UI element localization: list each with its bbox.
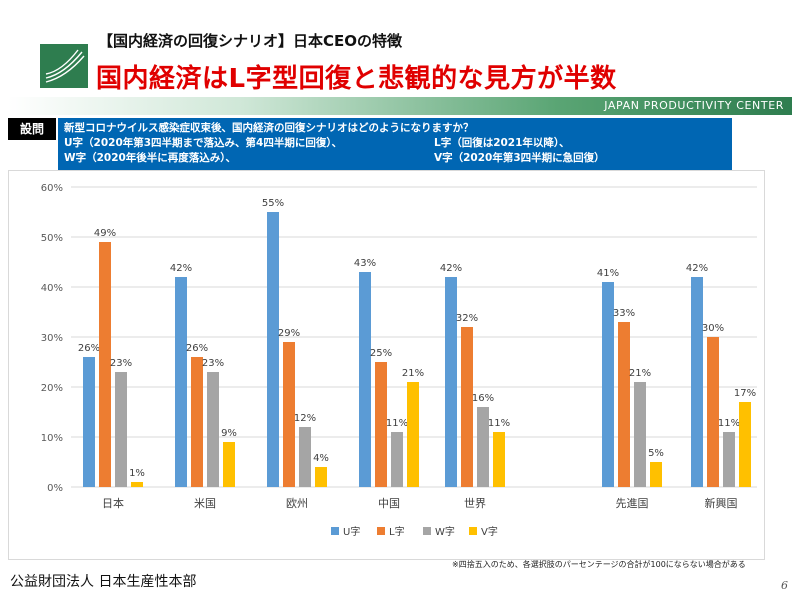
data-label: 25% bbox=[370, 348, 392, 359]
data-label: 33% bbox=[613, 308, 635, 319]
legend-label: L字 bbox=[389, 525, 405, 538]
bar bbox=[445, 277, 457, 487]
legend-swatch bbox=[469, 527, 477, 535]
data-label: 11% bbox=[488, 418, 510, 429]
y-tick-label: 10% bbox=[41, 433, 63, 444]
bar bbox=[407, 382, 419, 487]
bar bbox=[267, 212, 279, 487]
logo-icon bbox=[40, 44, 88, 88]
bar bbox=[191, 357, 203, 487]
data-label: 26% bbox=[78, 343, 100, 354]
bar bbox=[115, 372, 127, 487]
data-label: 49% bbox=[94, 228, 116, 239]
data-label: 29% bbox=[278, 328, 300, 339]
bar bbox=[602, 282, 614, 487]
jpc-logo bbox=[40, 44, 88, 88]
bar bbox=[207, 372, 219, 487]
bar bbox=[477, 407, 489, 487]
option-v-desc: V字（2020年第3四半期に急回復） bbox=[434, 152, 605, 164]
data-label: 11% bbox=[718, 418, 740, 429]
data-label: 43% bbox=[354, 258, 376, 269]
band-text: JAPAN PRODUCTIVITY CENTER bbox=[604, 99, 784, 112]
y-tick-label: 40% bbox=[41, 283, 63, 294]
question-box: 新型コロナウイルス感染症収束後、国内経済の回復シナリオはどのようになりますか？ … bbox=[58, 118, 732, 170]
data-label: 9% bbox=[221, 428, 237, 439]
data-label: 26% bbox=[186, 343, 208, 354]
data-label: 55% bbox=[262, 198, 284, 209]
slide-title: 国内経済はL字型回復と悲観的な見方が半数 bbox=[96, 64, 617, 94]
y-tick-label: 20% bbox=[41, 383, 63, 394]
option-w-desc: W字（2020年後半に再度落込み）、 bbox=[64, 152, 237, 164]
chart-area: 0% 10% 20% 30% 40% 50% 60% 26% 49% 23% 1% 日本 42% 26% 2… bbox=[8, 170, 765, 560]
x-tick-label: 新興国 bbox=[705, 496, 738, 510]
data-label: 5% bbox=[648, 448, 664, 459]
x-tick-label: 欧州 bbox=[286, 497, 308, 510]
data-label: 42% bbox=[440, 263, 462, 274]
x-tick-label: 日本 bbox=[102, 496, 124, 510]
question-options-row-2: W字（2020年後半に再度落込み）、 V字（2020年第3四半期に急回復） bbox=[64, 151, 726, 166]
bar bbox=[283, 342, 295, 487]
data-label: 16% bbox=[472, 393, 494, 404]
bar bbox=[359, 272, 371, 487]
data-label: 42% bbox=[170, 263, 192, 274]
data-label: 30% bbox=[702, 323, 724, 334]
x-tick-label: 先進国 bbox=[616, 497, 649, 510]
bar bbox=[691, 277, 703, 487]
bar bbox=[618, 322, 630, 487]
data-label: 21% bbox=[629, 368, 651, 379]
header-band: JAPAN PRODUCTIVITY CENTER bbox=[8, 97, 792, 115]
legend-label: U字 bbox=[343, 525, 360, 538]
legend-label: V字 bbox=[481, 525, 498, 538]
x-tick-label: 中国 bbox=[378, 497, 400, 510]
bar-chart: 0% 10% 20% 30% 40% 50% 60% 26% 49% 23% 1% 日本 42% 26% 2… bbox=[41, 183, 757, 538]
slide-subtitle: 【国内経済の回復シナリオ】日本CEOの特徴 bbox=[98, 32, 403, 50]
legend-swatch bbox=[331, 527, 339, 535]
organization-name: 公益財団法人 日本生産性本部 bbox=[10, 574, 197, 590]
x-tick-label: 世界 bbox=[464, 497, 486, 510]
page-number: 6 bbox=[781, 579, 788, 592]
legend-label: W字 bbox=[435, 525, 455, 538]
legend-swatch bbox=[423, 527, 431, 535]
bar bbox=[707, 337, 719, 487]
bar bbox=[223, 442, 235, 487]
bar bbox=[723, 432, 735, 487]
data-label: 23% bbox=[110, 358, 132, 369]
y-tick-label: 30% bbox=[41, 333, 63, 344]
data-label: 17% bbox=[734, 388, 756, 399]
data-label: 42% bbox=[686, 263, 708, 274]
legend-swatch bbox=[377, 527, 385, 535]
question-text: 新型コロナウイルス感染症収束後、国内経済の回復シナリオはどのようになりますか？ bbox=[64, 122, 474, 134]
footnote: ※四捨五入のため、各選択肢のパーセンテージの合計が100にならない場合がある bbox=[452, 560, 746, 569]
data-label: 32% bbox=[456, 313, 478, 324]
bar bbox=[634, 382, 646, 487]
bar bbox=[99, 242, 111, 487]
bar bbox=[83, 357, 95, 487]
data-label: 12% bbox=[294, 413, 316, 424]
option-u-desc: U字（2020年第3四半期まで落込み、第4四半期に回復）、 bbox=[64, 137, 343, 149]
y-tick-label: 0% bbox=[47, 483, 63, 494]
bar bbox=[131, 482, 143, 487]
data-label: 4% bbox=[313, 453, 329, 464]
data-label: 11% bbox=[386, 418, 408, 429]
question-options-row-1: U字（2020年第3四半期まで落込み、第4四半期に回復）、 L字（回復は2021… bbox=[64, 136, 726, 151]
option-l-desc: L字（回復は2021年以降）、 bbox=[434, 137, 570, 149]
bar bbox=[739, 402, 751, 487]
question-label: 設問 bbox=[8, 118, 56, 140]
bar bbox=[375, 362, 387, 487]
x-tick-label: 米国 bbox=[194, 497, 216, 510]
bar bbox=[315, 467, 327, 487]
bar bbox=[650, 462, 662, 487]
data-label: 21% bbox=[402, 368, 424, 379]
data-label: 23% bbox=[202, 358, 224, 369]
y-tick-label: 50% bbox=[41, 233, 63, 244]
bar bbox=[461, 327, 473, 487]
bar bbox=[493, 432, 505, 487]
y-tick-label: 60% bbox=[41, 183, 63, 194]
data-label: 41% bbox=[597, 268, 619, 279]
bar bbox=[391, 432, 403, 487]
bar bbox=[175, 277, 187, 487]
bar bbox=[299, 427, 311, 487]
data-label: 1% bbox=[129, 468, 145, 479]
